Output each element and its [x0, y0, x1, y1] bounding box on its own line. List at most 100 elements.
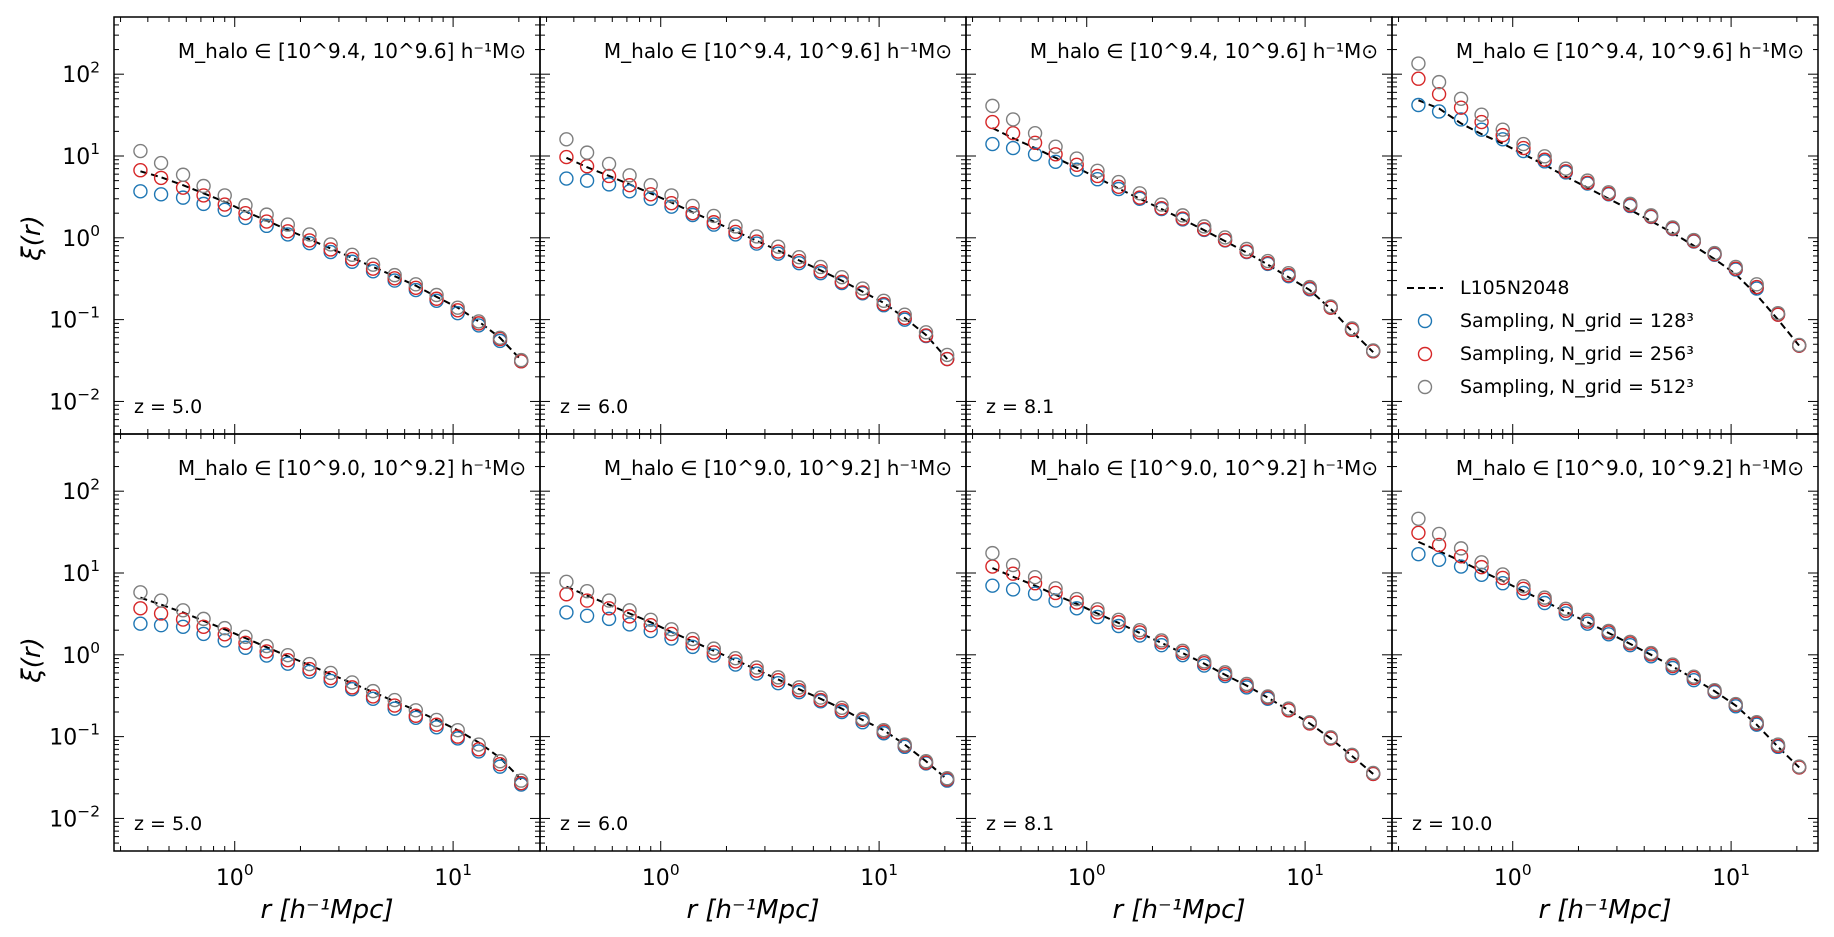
sampling-512-marker: [302, 227, 317, 242]
sampling-512-marker: [1048, 139, 1063, 154]
sampling-512-marker: [749, 660, 764, 675]
sampling-128-marker: [1411, 97, 1426, 113]
panel-frame: [539, 433, 967, 852]
sampling-512-marker: [492, 754, 508, 769]
panel-frame: [539, 16, 967, 435]
sampling-256-marker: [685, 205, 700, 221]
sampling-512-marker: [855, 281, 870, 296]
x-axis-label-2: r [h⁻¹Mpc]: [686, 895, 819, 925]
sampling-128-marker: [985, 578, 1000, 593]
sampling-512-marker: [1411, 511, 1426, 526]
sampling-512-marker: [1302, 715, 1317, 730]
sampling-128-marker: [579, 608, 595, 623]
sampling-512-marker: [1453, 541, 1469, 556]
sampling-256-marker: [601, 168, 617, 184]
sampling-256-marker: [1453, 549, 1469, 564]
sampling-512-marker: [1344, 747, 1360, 762]
sampling-512-marker: [1474, 555, 1489, 570]
x-axis-labels: r [h⁻¹Mpc] r [h⁻¹Mpc] r [h⁻¹Mpc] r [h⁻¹M…: [260, 895, 1671, 925]
sampling-512-marker: [1749, 277, 1764, 292]
sampling-256-marker: [344, 251, 360, 267]
redshift-label: z = 6.0: [560, 813, 628, 835]
sampling-512-marker: [1770, 305, 1786, 321]
sampling-256-marker: [876, 296, 891, 312]
sampling-512-marker: [1516, 578, 1531, 594]
mass-range-label: M_halo ∈ [10^9.4, 10^9.6] h⁻¹M⊙: [604, 39, 952, 63]
sampling-512-marker: [429, 287, 444, 303]
sampling-256-marker: [559, 149, 574, 165]
sampling-512-marker: [1154, 197, 1169, 212]
sampling-128-marker: [217, 633, 232, 648]
sampling-256-marker: [985, 114, 1000, 130]
sampling-256-marker: [175, 612, 191, 627]
sampling-256-marker: [664, 626, 679, 642]
mass-range-label: M_halo ∈ [10^9.0, 10^9.2] h⁻¹M⊙: [604, 456, 952, 480]
sampling-128-marker: [323, 673, 338, 689]
sampling-512-marker: [259, 207, 274, 222]
reference-line: [1418, 99, 1800, 347]
sampling-512-marker: [685, 631, 700, 647]
sampling-128-marker: [664, 199, 679, 214]
sampling-256-marker: [259, 644, 274, 659]
sampling-512-marker: [153, 155, 169, 171]
sampling-512-marker: [706, 208, 721, 224]
sampling-512-marker: [918, 325, 934, 340]
sampling-512-marker: [939, 771, 955, 786]
x-axis-label-1: r [h⁻¹Mpc]: [260, 895, 393, 925]
sampling-512-marker: [1069, 591, 1084, 607]
sampling-512-marker: [1111, 174, 1126, 190]
sampling-512-marker: [1323, 299, 1338, 314]
sampling-128-marker: [175, 619, 191, 634]
sampling-256-marker: [728, 654, 743, 669]
sampling-512-marker: [579, 583, 595, 599]
sampling-256-marker: [1516, 140, 1531, 156]
sampling-256-marker: [217, 197, 232, 212]
sampling-512-marker: [133, 143, 148, 159]
sampling-128-marker: [579, 173, 595, 188]
redshift-label: z = 6.0: [560, 396, 628, 418]
legend-marker-icon: [1417, 379, 1433, 395]
legend-entry-label: Sampling, N_grid = 512³: [1460, 376, 1694, 398]
sampling-512-marker: [387, 267, 402, 283]
sampling-512-marker: [939, 347, 955, 363]
sampling-256-marker: [791, 253, 807, 269]
sampling-512-marker: [855, 711, 870, 727]
sampling-512-marker: [1027, 125, 1043, 141]
sampling-512-marker: [1090, 602, 1105, 617]
sampling-512-marker: [1580, 612, 1595, 627]
reference-line: [991, 127, 1374, 353]
sampling-128-marker: [196, 626, 211, 642]
sampling-256-marker: [664, 195, 679, 211]
sampling-512-marker: [365, 683, 381, 699]
sampling-512-marker: [1665, 657, 1680, 672]
sampling-512-marker: [834, 700, 850, 716]
panel-r0-c1: M_halo ∈ [10^9.4, 10^9.6] h⁻¹M⊙ z = 6.0: [539, 16, 967, 435]
y-tick-label: 102: [62, 58, 100, 88]
sampling-256-marker: [259, 214, 274, 229]
sampling-512-marker: [643, 612, 658, 627]
sampling-128-marker: [302, 664, 317, 679]
y-axis-label-bottom: ξ(r): [17, 637, 47, 683]
sampling-512-marker: [813, 690, 828, 705]
sampling-512-marker: [1643, 208, 1659, 223]
sampling-256-marker: [1027, 135, 1043, 150]
sampling-512-marker: [985, 545, 1000, 561]
sampling-256-marker: [985, 559, 1000, 574]
legend-entry-label: L105N2048: [1460, 277, 1569, 299]
legend: L105N2048 Sampling, N_grid = 128³ Sampling…: [1407, 277, 1694, 398]
sampling-256-marker: [323, 242, 338, 257]
sampling-512-marker: [1281, 701, 1296, 716]
sampling-512-marker: [175, 167, 191, 182]
sampling-512-marker: [643, 177, 658, 193]
sampling-512-marker: [1643, 645, 1659, 661]
sampling-512-marker: [1027, 569, 1043, 585]
panel-frame: [113, 16, 541, 435]
sampling-256-marker: [834, 274, 850, 289]
sampling-128-marker: [728, 657, 743, 672]
sampling-512-marker: [1622, 196, 1638, 212]
sampling-512-marker: [791, 249, 807, 265]
sampling-512-marker: [1048, 581, 1063, 596]
sampling-512-marker: [685, 198, 700, 214]
reference-line: [1418, 540, 1800, 769]
mass-range-label: M_halo ∈ [10^9.0, 10^9.2] h⁻¹M⊙: [1030, 456, 1378, 480]
